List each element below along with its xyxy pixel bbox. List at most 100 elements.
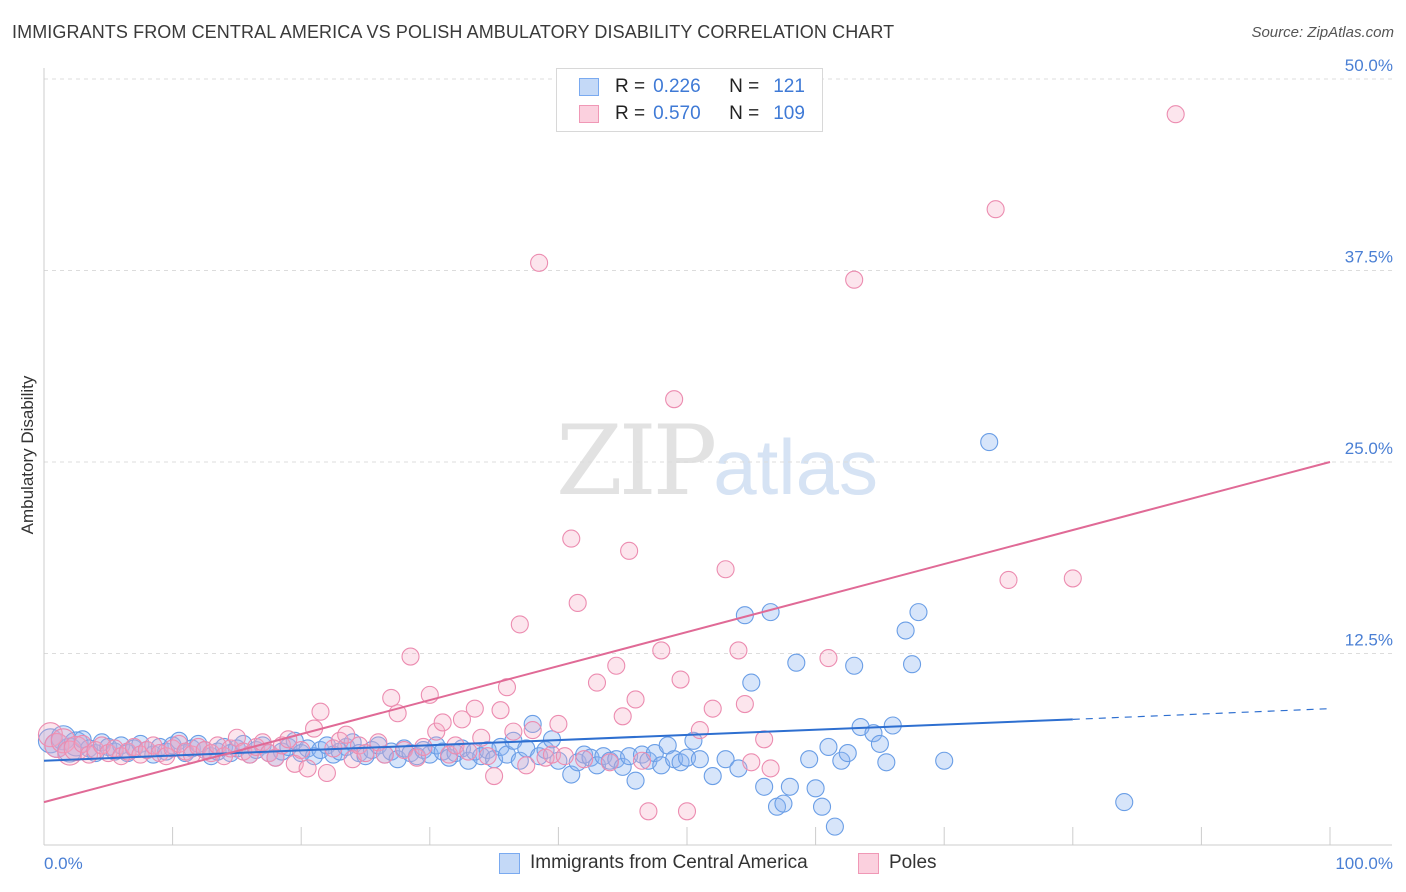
legend-swatch-pink bbox=[858, 852, 879, 874]
legend-n-value: 109 bbox=[773, 103, 805, 124]
data-point bbox=[671, 753, 690, 772]
data-point bbox=[716, 560, 735, 579]
data-point bbox=[575, 750, 594, 769]
data-point bbox=[1166, 105, 1185, 124]
legend-r-label: R = bbox=[615, 103, 646, 124]
data-point bbox=[620, 541, 639, 560]
data-point bbox=[478, 747, 497, 766]
data-point bbox=[935, 751, 954, 770]
data-point bbox=[298, 759, 317, 778]
data-point bbox=[459, 742, 478, 761]
data-point bbox=[510, 615, 529, 634]
y-tick-label: 37.5% bbox=[1345, 248, 1393, 267]
legend-row-poles: R = 0.570 N = 109 bbox=[579, 102, 805, 126]
data-point bbox=[665, 390, 684, 409]
data-point bbox=[626, 771, 645, 790]
data-point bbox=[986, 200, 1005, 219]
legend-series-label: Poles bbox=[889, 852, 937, 873]
data-point bbox=[703, 699, 722, 718]
data-point bbox=[465, 699, 484, 718]
data-point bbox=[825, 817, 844, 836]
legend-n-label: N = bbox=[729, 76, 760, 97]
data-point bbox=[652, 641, 671, 660]
data-point bbox=[555, 747, 574, 766]
legend-swatch-pink bbox=[579, 105, 599, 123]
series-central-america-points bbox=[37, 433, 1134, 836]
legend-item-poles[interactable]: Poles bbox=[858, 852, 937, 874]
data-point bbox=[375, 745, 394, 764]
data-point bbox=[864, 724, 883, 743]
legend-swatch-blue bbox=[499, 852, 520, 874]
data-point bbox=[562, 529, 581, 548]
data-point bbox=[523, 721, 542, 740]
data-point bbox=[407, 748, 426, 767]
legend-r-value: 0.570 bbox=[653, 103, 701, 124]
data-point bbox=[980, 433, 999, 452]
data-point bbox=[382, 688, 401, 707]
data-point bbox=[63, 735, 89, 762]
legend-r-value: 0.226 bbox=[653, 76, 701, 97]
data-point bbox=[742, 753, 761, 772]
data-point bbox=[1115, 793, 1134, 812]
data-point bbox=[845, 270, 864, 289]
legend-item-central-america[interactable]: Immigrants from Central America bbox=[499, 852, 808, 874]
data-point bbox=[896, 621, 915, 640]
data-point bbox=[999, 570, 1018, 590]
legend-n-value: 121 bbox=[773, 76, 805, 97]
data-point bbox=[337, 725, 356, 744]
data-point bbox=[838, 744, 857, 763]
tick-labels: 12.5% 25.0% 37.5% 50.0% 0.0% 100.0% bbox=[44, 56, 1393, 873]
data-point bbox=[909, 603, 928, 622]
data-point bbox=[600, 753, 619, 772]
data-point bbox=[671, 670, 690, 689]
data-point bbox=[427, 722, 446, 741]
data-point bbox=[240, 745, 259, 764]
data-point bbox=[780, 777, 799, 796]
legend-swatch-blue bbox=[579, 78, 599, 96]
x-tick-label: 0.0% bbox=[44, 854, 83, 873]
data-point bbox=[632, 751, 652, 770]
data-point bbox=[684, 731, 703, 750]
data-point bbox=[832, 751, 851, 770]
data-point bbox=[677, 802, 697, 821]
data-point bbox=[568, 593, 587, 612]
data-point bbox=[112, 747, 131, 766]
data-point bbox=[433, 713, 452, 732]
data-point bbox=[690, 750, 709, 769]
data-point bbox=[735, 695, 754, 714]
data-point bbox=[491, 701, 510, 720]
data-point bbox=[870, 734, 889, 753]
data-point bbox=[131, 745, 150, 764]
x-tick-label: 100.0% bbox=[1335, 854, 1393, 873]
data-point bbox=[761, 759, 780, 778]
legend-n-label: N = bbox=[729, 103, 760, 124]
data-point bbox=[800, 750, 819, 769]
data-point bbox=[755, 777, 774, 796]
data-point bbox=[690, 721, 709, 740]
legend-row-central-america: R = 0.226 N = 121 bbox=[579, 75, 805, 99]
data-point bbox=[169, 734, 189, 753]
legend-series-label: Immigrants from Central America bbox=[530, 852, 808, 873]
data-point bbox=[1063, 569, 1082, 588]
data-point bbox=[626, 690, 645, 709]
legend-r-label: R = bbox=[615, 76, 646, 97]
data-point bbox=[742, 673, 761, 692]
data-point bbox=[317, 763, 336, 783]
data-point bbox=[806, 779, 825, 798]
data-point bbox=[401, 647, 420, 666]
data-point bbox=[50, 728, 76, 754]
data-point bbox=[703, 767, 722, 786]
watermark: ZIPatlas bbox=[556, 405, 878, 517]
data-point bbox=[414, 737, 433, 757]
data-point bbox=[523, 714, 542, 734]
data-point bbox=[311, 702, 330, 721]
data-point bbox=[517, 756, 536, 775]
data-point bbox=[819, 737, 838, 757]
watermark-atlas: atlas bbox=[713, 423, 878, 511]
series-legend: Immigrants from Central America Poles bbox=[0, 852, 1406, 878]
y-tick-label: 25.0% bbox=[1345, 439, 1393, 458]
data-point bbox=[504, 722, 523, 741]
series-poles-points bbox=[37, 105, 1185, 821]
data-point bbox=[549, 714, 568, 734]
data-point bbox=[350, 736, 369, 755]
